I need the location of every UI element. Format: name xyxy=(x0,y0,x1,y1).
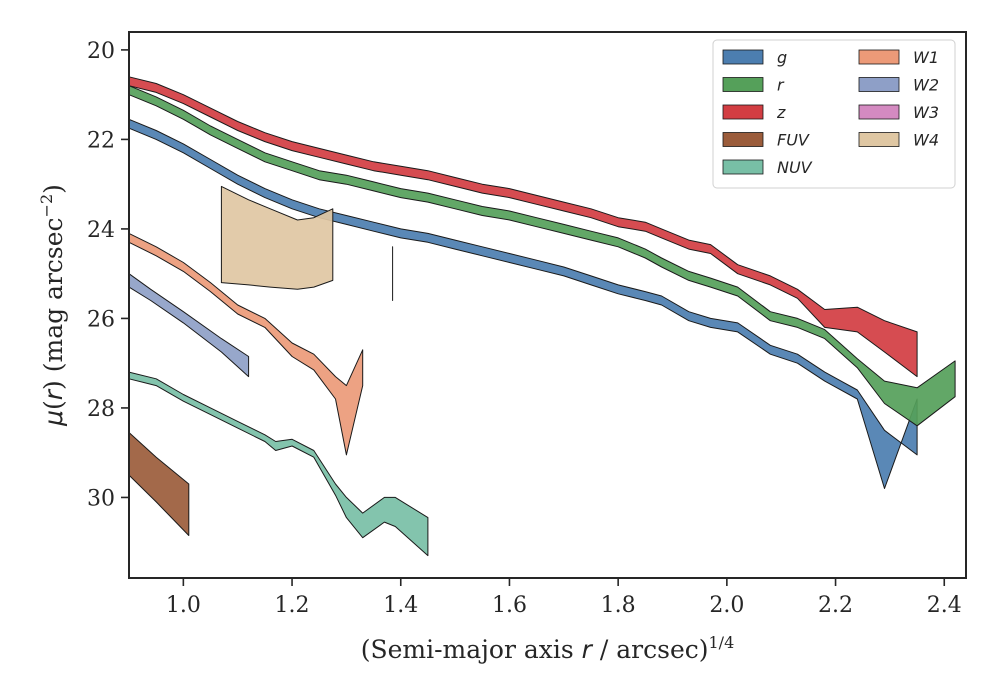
y-tick-label: 28 xyxy=(87,397,115,422)
legend-swatch-z xyxy=(722,104,764,120)
series-layer xyxy=(128,76,956,557)
series-band-nuv xyxy=(128,371,429,557)
x-tick-label: 2.4 xyxy=(927,593,962,618)
legend-label-r: r xyxy=(777,76,785,95)
x-tick-label: 2.2 xyxy=(818,593,853,618)
series-band-r xyxy=(128,85,956,427)
legend-swatch-fuv xyxy=(722,132,764,147)
legend-swatch-w4 xyxy=(858,132,900,147)
y-axis-label: μ(r) (mag arcsec−2) xyxy=(37,184,68,427)
legend-label-fuv: FUV xyxy=(777,131,810,150)
legend-box xyxy=(712,39,956,189)
y-tick-label: 22 xyxy=(87,128,115,153)
legend-swatch-g xyxy=(722,49,764,65)
series-band-w2 xyxy=(128,273,250,378)
axis-layer: 1.0 1.2 1.4 1.6 1.8 2.0 2.2 2.4 20 22 24 26 28 30 xyxy=(87,39,962,618)
legend-swatch-r xyxy=(722,77,764,92)
legend-label-w4: W4 xyxy=(913,131,939,150)
x-tick-label: 1.4 xyxy=(383,593,418,618)
legend-label-w2: W2 xyxy=(913,76,939,95)
x-tick-label: 2.0 xyxy=(709,593,744,618)
y-tick-label: 26 xyxy=(87,307,115,332)
legend-label-nuv: NUV xyxy=(777,158,813,177)
legend-swatch-nuv xyxy=(722,159,764,175)
legend-label-w1: W1 xyxy=(913,48,939,67)
x-axis-label: (Semi-major axis r / arcsec)1/4 xyxy=(361,633,735,664)
legend-label-g: g xyxy=(777,48,787,67)
series-band-w1 xyxy=(128,232,364,456)
x-tick-label: 1.2 xyxy=(275,593,310,618)
legend-label-w3: W3 xyxy=(913,103,939,122)
series-band-w4 xyxy=(220,185,334,290)
y-tick-label: 24 xyxy=(87,218,115,243)
legend: grz FUV NUV W1 W2 W3 W4 xyxy=(712,39,956,189)
legend-swatch-w2 xyxy=(858,77,900,92)
y-tick-label: 30 xyxy=(87,486,115,511)
series-band-z xyxy=(128,76,918,378)
legend-swatch-w1 xyxy=(858,49,900,65)
x-tick-label: 1.6 xyxy=(492,593,527,618)
legend-label-z: z xyxy=(776,103,786,122)
y-tick-label: 20 xyxy=(87,39,115,64)
plot-frame xyxy=(128,31,967,579)
x-tick-label: 1.8 xyxy=(601,593,636,618)
legend-swatch-w3 xyxy=(858,104,900,120)
x-tick-label: 1.0 xyxy=(166,593,201,618)
